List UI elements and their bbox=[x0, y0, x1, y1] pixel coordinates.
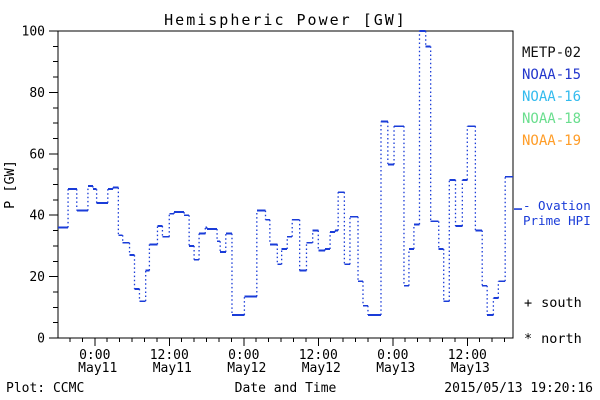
south-marker-label: south bbox=[541, 295, 582, 311]
plus-marker-icon: + bbox=[524, 295, 533, 311]
ovation-hpi-label-line2: Prime HPI bbox=[523, 213, 591, 228]
x-tick-time-label: 12:00 bbox=[150, 348, 189, 363]
chart-title: Hemispheric Power [GW] bbox=[164, 11, 407, 29]
x-axis-title: Date and Time bbox=[234, 381, 337, 396]
ovation-hpi-label: - Ovation Prime HPI bbox=[523, 198, 591, 228]
plot-credit: Plot: CCMC bbox=[6, 381, 85, 396]
ovation-hpi-label-line1: - Ovation bbox=[523, 198, 591, 213]
x-tick-time-label: 0:00 bbox=[228, 348, 259, 363]
asterisk-marker-icon: * bbox=[524, 331, 533, 347]
y-tick-label: 100 bbox=[22, 25, 45, 40]
x-tick-date-label: May13 bbox=[376, 361, 415, 376]
legend-item-noaa-18: NOAA-18 bbox=[522, 111, 582, 127]
y-tick-label: 0 bbox=[37, 332, 45, 347]
legend-item-noaa-16: NOAA-16 bbox=[522, 89, 582, 105]
y-axis-title: P [GW] bbox=[2, 160, 18, 209]
plot-timestamp: 2015/05/13 19:20:16 bbox=[444, 381, 593, 396]
hemisphere-markers: + south * north bbox=[524, 295, 582, 367]
x-tick-date-label: May11 bbox=[78, 361, 117, 376]
legend-item-noaa-19: NOAA-19 bbox=[522, 133, 582, 149]
x-tick-date-label: May11 bbox=[153, 361, 192, 376]
x-tick-date-label: May13 bbox=[451, 361, 490, 376]
x-tick-time-label: 0:00 bbox=[377, 348, 408, 363]
legend-item-noaa-15: NOAA-15 bbox=[522, 67, 582, 83]
north-marker: * north bbox=[524, 331, 582, 347]
y-tick-label: 60 bbox=[29, 147, 45, 162]
plot-frame bbox=[57, 30, 514, 339]
x-tick-time-label: 0:00 bbox=[79, 348, 110, 363]
y-tick-label: 80 bbox=[29, 86, 45, 101]
x-tick-date-label: May12 bbox=[227, 361, 266, 376]
x-tick-time-label: 12:00 bbox=[299, 348, 338, 363]
legend-item-metp-02: METP-02 bbox=[522, 45, 582, 61]
legend: METP-02 NOAA-15 NOAA-16 NOAA-18 NOAA-19 bbox=[522, 42, 581, 152]
x-tick-time-label: 12:00 bbox=[448, 348, 487, 363]
north-marker-label: north bbox=[541, 331, 582, 347]
south-marker: + south bbox=[524, 295, 582, 311]
y-tick-label: 40 bbox=[29, 209, 45, 224]
x-tick-date-label: May12 bbox=[302, 361, 341, 376]
y-tick-label: 20 bbox=[29, 270, 45, 285]
